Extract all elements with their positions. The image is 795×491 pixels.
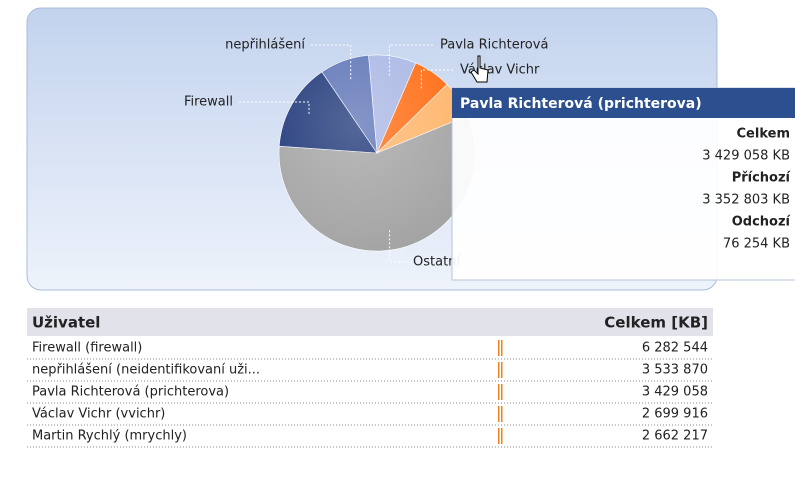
- tooltip-header: [452, 88, 795, 118]
- tooltip: Pavla Richterová (prichterova) Celkem 3 4…: [451, 87, 795, 281]
- cell-total: 6 282 544: [642, 341, 708, 356]
- cursor: [470, 55, 489, 83]
- cell-user: Firewall (firewall): [32, 341, 142, 356]
- tooltip-box: [451, 87, 795, 281]
- table: Uživatel Celkem [KB] Firewall (firewall) 6 …: [27, 308, 713, 448]
- bar-marker: [501, 406, 503, 422]
- bar-marker: [498, 362, 500, 378]
- cell-user: Martin Rychlý (mrychly): [32, 429, 187, 444]
- bar-marker: [501, 428, 503, 444]
- table-header-bg: [27, 308, 713, 336]
- bar-marker: [498, 384, 500, 400]
- bar-marker: [501, 340, 503, 356]
- table-header: Celkem [KB]: [604, 314, 708, 332]
- tooltip-key: Příchozí: [732, 171, 792, 186]
- bar-marker: [498, 428, 500, 444]
- pie-label: Ostatní: [413, 255, 460, 270]
- bar-marker: [501, 384, 503, 400]
- cell-user: Václav Vichr (vvichr): [32, 407, 165, 422]
- leader-line: [311, 44, 352, 80]
- cell-total: 2 699 916: [642, 407, 708, 422]
- tooltip-value: 76 254 KB: [723, 237, 790, 252]
- cell-total: 3 533 870: [642, 363, 708, 378]
- tooltip-value: 3 429 058 KB: [702, 149, 790, 164]
- tooltip-key: Odchozí: [732, 215, 792, 230]
- pie-label: Pavla Richterová: [440, 38, 548, 53]
- pie-label: nepřihlášení: [225, 38, 305, 53]
- pie-label: Václav Vichr: [460, 63, 540, 78]
- cell-total: 2 662 217: [642, 429, 708, 444]
- bar-marker: [498, 406, 500, 422]
- bar-marker: [501, 362, 503, 378]
- cell-user: Pavla Richterová (prichterova): [32, 385, 229, 400]
- pie: Pavla Richterová Václav Vichr Ostatní Firew…: [184, 38, 548, 270]
- pie-label: Firewall: [184, 95, 233, 110]
- bar-marker: [498, 340, 500, 356]
- cell-user: nepřihlášení (neidentifikovaní uži...: [32, 363, 260, 378]
- leader-line: [388, 44, 434, 76]
- pie-shine: [279, 55, 475, 251]
- leader-line: [420, 69, 454, 89]
- cell-total: 3 429 058: [642, 385, 708, 400]
- table-header: Uživatel: [32, 314, 100, 332]
- tooltip-value: 3 352 803 KB: [702, 193, 790, 208]
- tooltip-title: Pavla Richterová (prichterova): [460, 96, 702, 112]
- tooltip-key: Celkem: [737, 127, 790, 142]
